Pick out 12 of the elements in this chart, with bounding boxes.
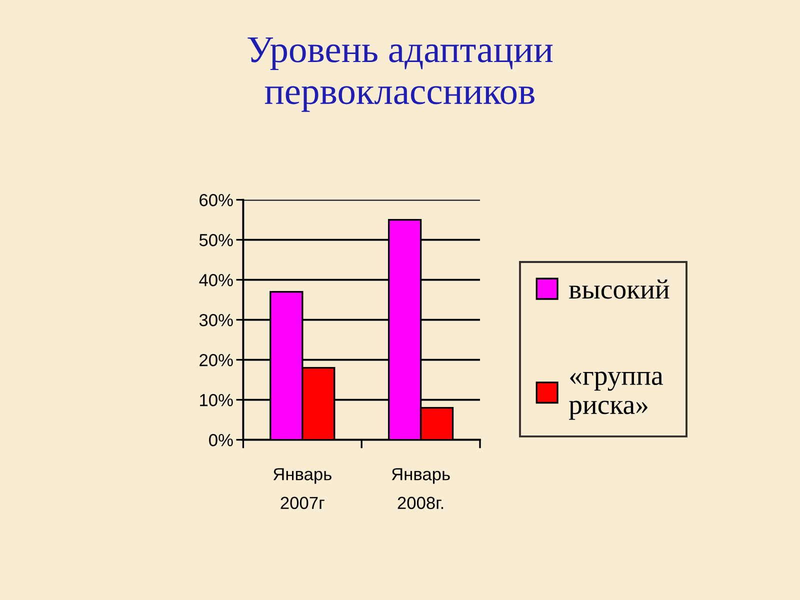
y-tick-label: 10% xyxy=(200,394,233,406)
x-tick-label: Январь 2007г xyxy=(273,468,332,510)
y-tick-label: 20% xyxy=(200,354,233,366)
legend-label: «группа риска» xyxy=(569,372,663,420)
y-tick-label: 30% xyxy=(199,314,233,326)
y-tick-label: 40% xyxy=(199,274,233,286)
y-tick-label: 60% xyxy=(200,194,233,206)
y-tick-label: 50% xyxy=(199,234,233,246)
y-tick-label: 0% xyxy=(209,434,233,446)
x-tick-label: Январь 2008г. xyxy=(392,468,450,510)
chart-title: Уровень адаптации первоклассников xyxy=(248,37,553,112)
legend-label: высокий xyxy=(569,279,670,299)
